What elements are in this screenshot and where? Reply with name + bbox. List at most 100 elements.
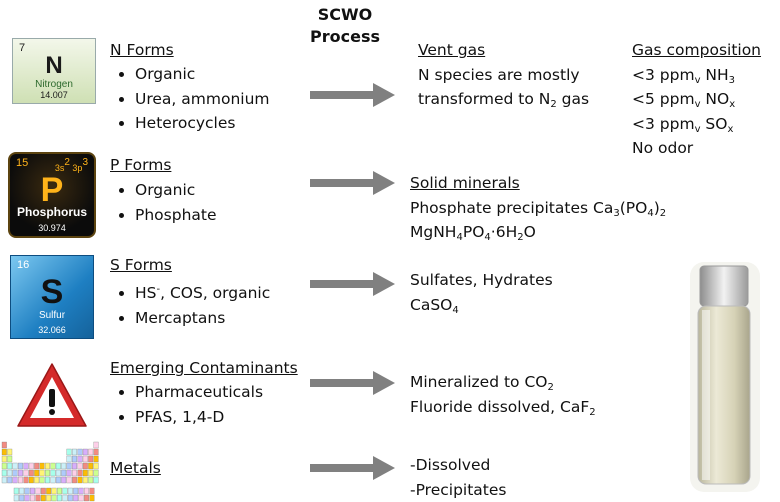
table-cell [88,477,93,483]
table-cell [72,477,77,483]
text-run: CaSO [410,296,452,314]
table-cell [83,477,88,483]
atomic-number: 16 [17,259,29,271]
table-cell [40,477,45,483]
table-cell [2,456,7,462]
table-cell [79,488,84,494]
outcome-line: Fluoride dissolved, CaF2 [410,395,596,426]
input-item: Heterocycles [135,111,270,136]
text-run: , COS, organic [160,284,270,302]
text-run: gas [557,90,589,108]
text-run: Phosphate precipitates Ca [410,199,613,217]
text-run: <3 ppm [632,66,695,84]
table-cell [94,449,99,455]
table-cell [83,456,88,462]
arrows [310,83,395,480]
text-run: 3 [82,157,88,168]
outcome-heading: Solid minerals [410,171,520,196]
table-cell [18,463,23,469]
table-cell [56,463,61,469]
table-cell [45,477,50,483]
process-arrow [310,371,395,395]
table-cell [36,495,41,501]
table-cell [94,442,99,448]
atomic-mass: 14.007 [13,90,95,100]
text-run: NH [700,66,728,84]
table-cell [25,488,30,494]
outcome-line: N species are mostly [418,63,580,88]
text-run: PO [463,223,485,241]
input-list: OrganicUrea, ammoniumHeterocycles [110,62,270,136]
title-line: Process [295,26,395,48]
table-cell [7,449,12,455]
table-cell [19,495,24,501]
table-cell [78,470,83,476]
table-cell [72,470,77,476]
table-cell [57,488,62,494]
table-cell [79,495,84,501]
table-cell [90,488,95,494]
table-cell [25,495,30,501]
table-cell [68,488,73,494]
text-run: x [727,124,733,135]
text-run: 2 [547,382,553,393]
table-cell [24,463,29,469]
text-run: 2 [660,208,666,219]
table-cell [88,456,93,462]
table-cell [41,495,46,501]
table-cell [83,470,88,476]
table-cell [29,463,34,469]
input-heading: Metals [110,456,161,481]
text-run: transformed to N [418,90,550,108]
periodic-table-thumbnail [2,442,98,501]
warning-icon [18,364,86,426]
input-item: Urea, ammonium [135,87,270,112]
element-symbol: S [11,273,93,312]
outcome-line: CaSO4 [410,293,459,324]
table-cell [90,495,95,501]
table-cell [68,495,73,501]
element-name: Sulfur [11,310,93,321]
text-run: (PO [620,199,648,217]
table-cell [94,456,99,462]
outcome-line: Sulfates, Hydrates [410,268,553,293]
text-run: 3 [729,75,735,86]
input-item: Organic [135,62,270,87]
table-cell [88,449,93,455]
table-cell [88,463,93,469]
table-cell [34,470,39,476]
table-cell [67,477,72,483]
table-cell [7,470,12,476]
input-list: OrganicPhosphate [110,178,217,227]
table-cell [63,488,68,494]
text-run: Mineralized to CO [410,373,547,391]
table-cell [13,477,18,483]
input-item: Pharmaceuticals [135,380,263,405]
table-cell [40,463,45,469]
table-cell [52,488,57,494]
outcome-line: -Precipitates [410,478,506,502]
table-cell [29,470,34,476]
table-cell [34,477,39,483]
table-cell [2,449,7,455]
process-arrow [310,83,395,107]
element-tile: 7NNitrogen14.007 [12,38,96,104]
text-run: 4 [452,305,458,316]
table-cell [24,477,29,483]
table-cell [30,488,35,494]
table-cell [84,488,89,494]
text-run: ·6H [491,223,517,241]
table-cell [78,477,83,483]
table-cell [29,477,34,483]
text-run: NO [700,90,729,108]
table-cell [7,463,12,469]
process-arrow [310,272,395,296]
text-run: SO [700,115,727,133]
table-cell [30,495,35,501]
table-cell [73,488,78,494]
outcome-line: transformed to N2 gas [418,87,589,118]
input-list: HS-, COS, organicMercaptans [110,278,270,330]
table-cell [83,449,88,455]
input-list: PharmaceuticalsPFAS, 1,4-D [110,380,263,429]
element-name: Nitrogen [13,79,95,90]
